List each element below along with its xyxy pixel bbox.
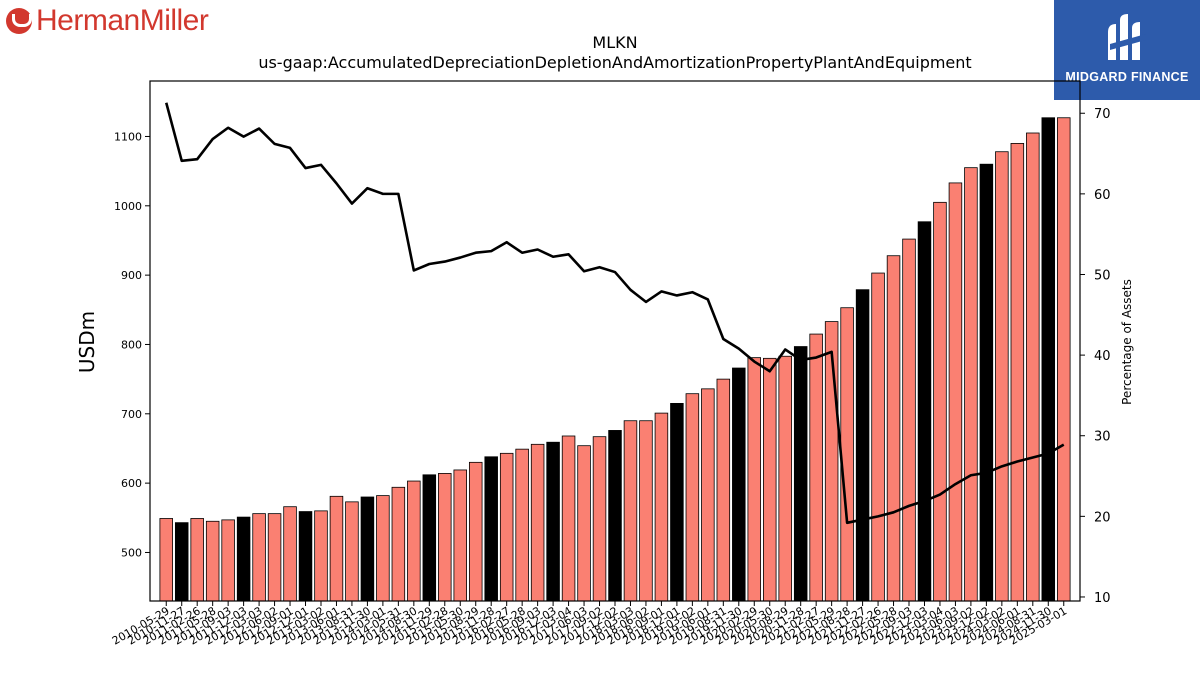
percentage-line [164,102,1065,525]
bar [855,289,870,602]
bar [376,495,390,602]
bar [948,182,963,602]
herman-miller-wordmark: HermanMiller [36,4,209,37]
bar [468,461,483,602]
y-tick-label: 800 [121,338,142,351]
chart-title: MLKN [592,33,638,52]
bar [902,238,916,602]
bar [701,388,715,602]
bar [917,221,932,602]
bar [732,367,746,602]
herman-miller-logo-mark [6,8,32,34]
bar [886,255,901,602]
bar [716,378,731,602]
bar [546,441,560,602]
bar [561,435,576,602]
y-tick-label: 900 [121,269,142,282]
bar [298,511,313,602]
bar [964,167,978,602]
bar [267,513,282,602]
bar [159,518,173,602]
bar [499,452,514,602]
bar [793,346,808,602]
bar [252,513,266,602]
herman-miller-logo: HermanMiller [6,4,209,38]
midgard-finance-wordmark: MIDGARD FINANCE [1065,70,1189,84]
y-tick-label: 700 [121,408,142,421]
bar [1041,117,1056,602]
bar [283,506,297,602]
axes: 5006007008009001000110010203040506070201… [110,80,1111,648]
midgard-finance-logo: MIDGARD FINANCE [1054,0,1200,100]
y2-tick-label: 20 [1094,510,1111,525]
bar [840,307,854,602]
bar [422,474,437,602]
bar [438,473,452,602]
bar [592,436,607,602]
bar [685,393,700,602]
bar [871,272,885,602]
bar-series [159,117,1071,602]
y2-tick-label: 10 [1094,591,1111,606]
bar [453,469,468,602]
bar [314,510,328,602]
bar [391,486,406,602]
bar [933,201,947,602]
bar [174,522,189,602]
bar [530,443,545,602]
bar [979,163,994,602]
bar [639,420,653,602]
bar [763,357,777,602]
bar [608,430,622,602]
bar [360,496,375,602]
bar [577,445,591,602]
bar [670,402,684,602]
y-tick-label: 1000 [114,200,142,213]
bar [190,518,204,602]
bar [1010,142,1025,602]
y-axis-label: USDm [75,311,99,373]
chart-subtitle: us-gaap:AccumulatedDepreciationDepletion… [258,53,972,72]
bar [995,151,1009,602]
bar [329,495,344,602]
y2-axis-label: Percentage of Assets [1120,279,1134,405]
bar [236,516,251,602]
bar [205,520,220,602]
y2-tick-label: 30 [1094,430,1111,445]
bar [654,412,669,602]
bar [515,448,529,602]
y2-tick-label: 70 [1094,107,1111,122]
y2-tick-label: 50 [1094,268,1111,283]
bar [345,501,359,602]
line-series [164,102,1065,525]
midgard-logo-glyph [1108,14,1146,60]
y-tick-label: 500 [121,546,142,559]
bar [623,420,638,602]
bar [747,357,762,602]
y2-tick-label: 60 [1094,188,1111,203]
y2-tick-label: 40 [1094,349,1111,364]
bar [221,519,235,602]
y-tick-label: 600 [121,477,142,490]
bar [809,333,823,602]
bar [484,456,498,602]
y-tick-label: 1100 [114,130,142,143]
bar [778,355,792,602]
bar [1057,117,1071,602]
bar [407,480,421,602]
bar [1026,132,1040,602]
